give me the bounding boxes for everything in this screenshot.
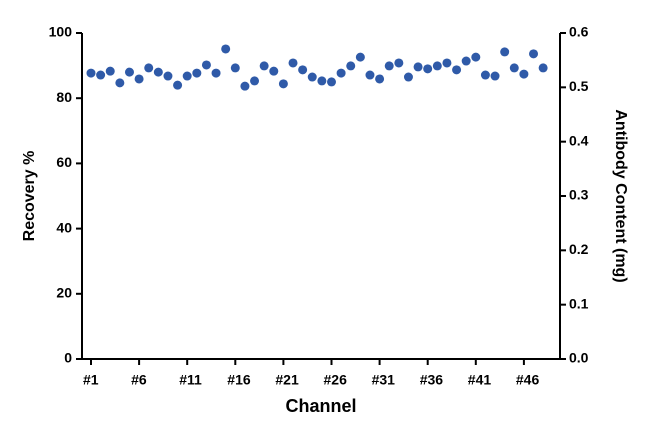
- y2-axis-title: Antibody Content (mg): [612, 109, 629, 282]
- x-tick-label: #31: [372, 372, 396, 388]
- data-point: [278, 79, 288, 89]
- y2-tick-label: 0.3: [569, 187, 589, 203]
- data-point: [509, 63, 519, 73]
- data-point: [471, 52, 481, 62]
- x-tick-label: #36: [420, 372, 444, 388]
- data-point: [490, 71, 500, 81]
- data-point: [432, 61, 442, 71]
- data-point: [327, 77, 336, 87]
- x-tick-label: #1: [83, 372, 99, 388]
- x-tick-label: #11: [179, 372, 202, 388]
- data-point: [500, 47, 510, 57]
- data-point: [442, 58, 452, 68]
- data-point: [86, 68, 96, 78]
- y-tick-label: 20: [56, 285, 72, 301]
- data-point: [355, 52, 365, 62]
- data-point: [201, 60, 211, 70]
- data-point: [461, 56, 471, 66]
- data-point: [375, 74, 385, 84]
- data-point: [317, 76, 327, 86]
- data-point: [259, 61, 269, 71]
- x-tick-label: #21: [275, 372, 299, 388]
- x-tick-label: #41: [468, 372, 492, 388]
- x-tick-label: #26: [324, 372, 348, 388]
- y2-tick-label: 0.0: [569, 350, 589, 366]
- data-point: [529, 49, 539, 59]
- data-point: [519, 69, 529, 79]
- data-point: [153, 67, 163, 77]
- data-point: [192, 68, 202, 78]
- data-point: [336, 68, 346, 78]
- data-point: [124, 67, 134, 77]
- data-point: [346, 61, 356, 71]
- data-point: [173, 80, 183, 90]
- y2-tick-label: 0.6: [569, 24, 589, 40]
- data-point: [452, 65, 462, 75]
- y-axis-title: Recovery %: [21, 151, 38, 242]
- data-point: [230, 63, 240, 73]
- y2-tick-label: 0.1: [569, 295, 589, 311]
- x-tick-label: #6: [131, 372, 147, 388]
- y-tick-label: 0: [64, 350, 72, 366]
- data-point: [105, 66, 115, 76]
- data-point: [182, 71, 192, 81]
- data-point: [240, 81, 250, 91]
- y-tick-label: 80: [56, 89, 72, 105]
- data-point: [480, 70, 490, 80]
- data-point: [384, 61, 394, 71]
- data-point: [288, 58, 298, 68]
- data-point: [115, 78, 125, 88]
- data-point: [394, 58, 404, 68]
- data-point: [163, 71, 173, 81]
- x-tick-label: #16: [227, 372, 251, 388]
- y-tick-label: 60: [56, 154, 72, 170]
- data-point: [211, 68, 221, 78]
- data-point: [307, 72, 317, 82]
- data-point: [413, 62, 423, 72]
- data-point: [298, 65, 308, 75]
- x-axis-title: Channel: [285, 396, 356, 416]
- data-point: [365, 70, 375, 80]
- y2-tick-label: 0.4: [569, 132, 589, 148]
- data-point: [269, 66, 279, 76]
- y-tick-label: 40: [56, 219, 72, 235]
- y2-tick-label: 0.2: [569, 241, 589, 257]
- x-tick-label: #46: [516, 372, 540, 388]
- data-point: [538, 63, 548, 73]
- y-tick-label: 100: [49, 24, 73, 40]
- data-point: [96, 70, 106, 80]
- y2-tick-label: 0.5: [569, 78, 589, 94]
- data-point: [250, 76, 260, 86]
- data-point: [403, 72, 413, 82]
- data-point: [423, 64, 433, 74]
- data-point: [221, 44, 231, 54]
- data-point: [144, 63, 154, 73]
- data-point: [134, 74, 144, 84]
